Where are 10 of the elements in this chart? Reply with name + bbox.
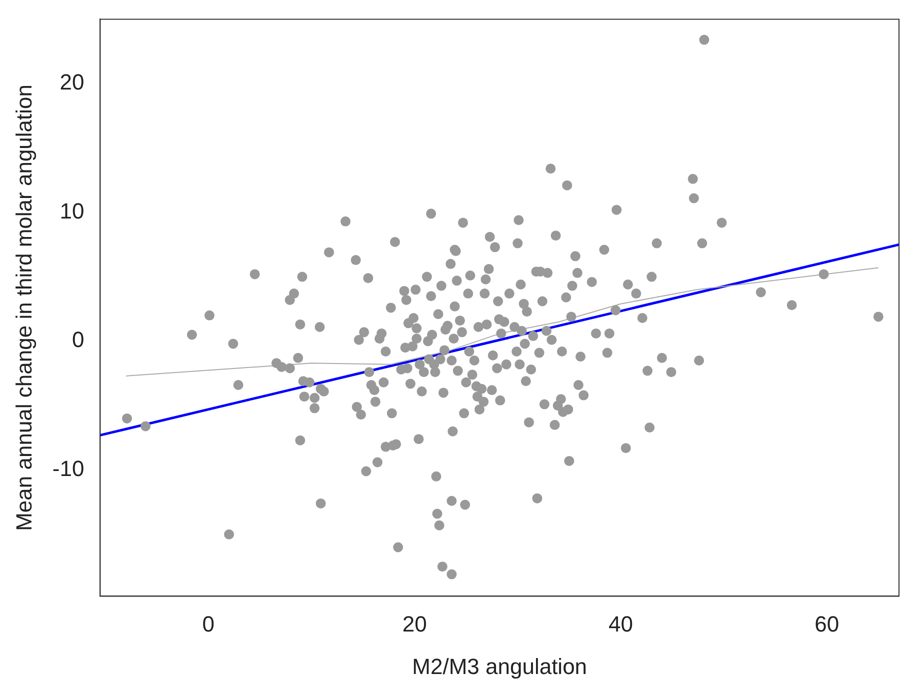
y-axis-title: Mean annual change in third molar angulation (11, 84, 36, 531)
y-tick-label: 20 (60, 70, 84, 95)
y-tick-label: 10 (60, 198, 84, 224)
x-tick-label: 0 (202, 611, 215, 636)
y-tick-label: 0 (72, 327, 84, 352)
y-tick-label: -10 (52, 456, 84, 482)
x-tick-label: 40 (608, 611, 633, 636)
x-tick-label: 20 (402, 611, 427, 636)
x-axis-title: M2/M3 angulation (412, 654, 588, 679)
x-tick-label: 60 (814, 611, 840, 636)
